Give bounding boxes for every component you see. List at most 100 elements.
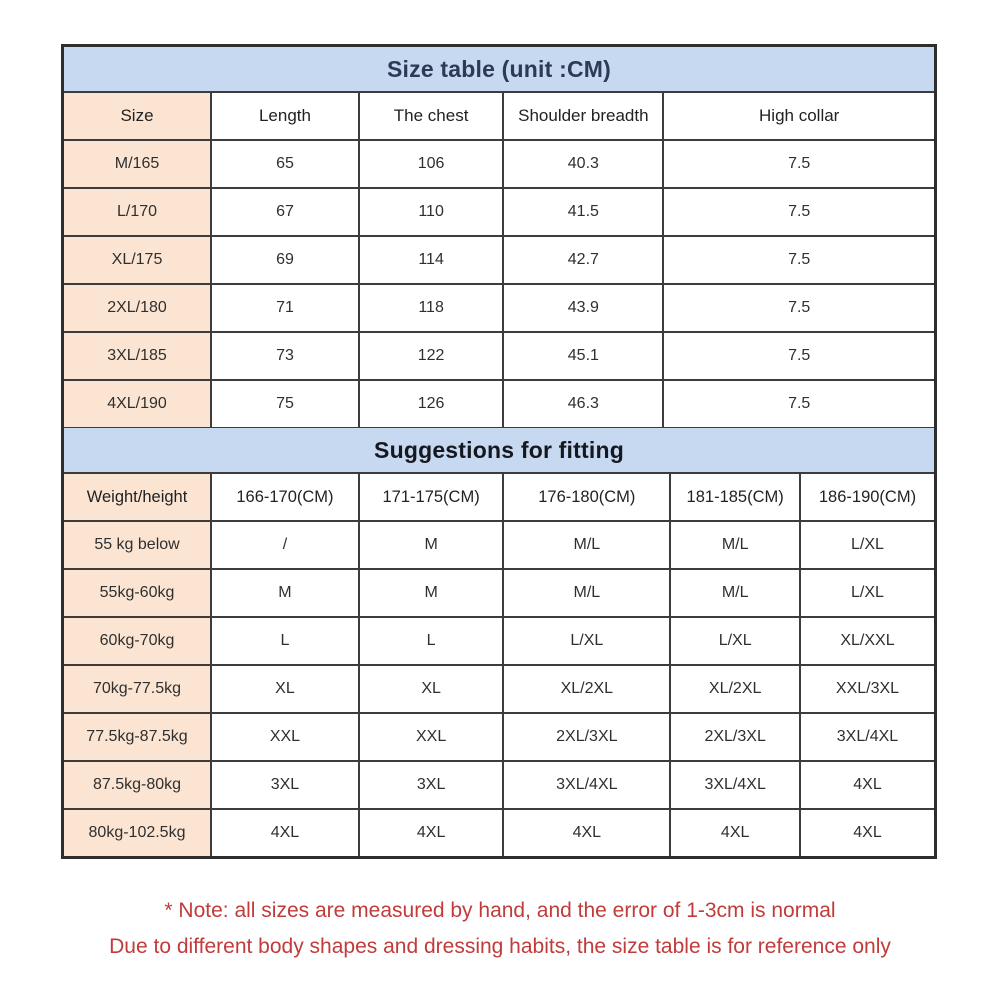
table-row: 70kg-77.5kg XL XL XL/2XL XL/2XL XXL/3XL	[64, 664, 934, 714]
value-cell: 7.5	[662, 379, 934, 427]
table-row: 55 kg below / M M/L M/L L/XL	[64, 520, 934, 570]
value-cell: 3XL	[210, 760, 360, 810]
value-cell: 43.9	[502, 283, 665, 333]
value-cell: 122	[357, 331, 505, 381]
value-cell: L/XL	[502, 616, 672, 666]
column-header-cell: Length	[210, 93, 360, 141]
value-cell: 71	[210, 283, 360, 333]
column-header-cell: 171-175(CM)	[357, 474, 505, 522]
table-row: 4XL/190 75 126 46.3 7.5	[64, 379, 934, 427]
value-cell: 7.5	[662, 187, 934, 237]
row-label-cell: 3XL/185	[64, 331, 213, 381]
value-cell: XL	[357, 664, 505, 714]
row-label-cell: L/170	[64, 187, 213, 237]
value-cell: 2XL/3XL	[669, 712, 801, 762]
value-cell: L/XL	[798, 520, 934, 570]
value-cell: M	[357, 520, 505, 570]
value-cell: XXL	[210, 712, 360, 762]
row-label-cell: XL/175	[64, 235, 213, 285]
value-cell: L/XL	[798, 568, 934, 618]
value-cell: 69	[210, 235, 360, 285]
column-header-cell: 181-185(CM)	[669, 474, 801, 522]
value-cell: 67	[210, 187, 360, 237]
corner-header-cell: Weight/height	[64, 474, 213, 522]
value-cell: L/XL	[669, 616, 801, 666]
row-label-cell: 80kg-102.5kg	[64, 808, 213, 856]
value-cell: /	[210, 520, 360, 570]
value-cell: 7.5	[662, 331, 934, 381]
value-cell: XL/2XL	[502, 664, 672, 714]
value-cell: 118	[357, 283, 505, 333]
value-cell: XXL	[357, 712, 505, 762]
value-cell: 7.5	[662, 235, 934, 285]
value-cell: L	[357, 616, 505, 666]
column-header-cell: The chest	[357, 93, 505, 141]
value-cell: 4XL	[210, 808, 360, 856]
table-row: 87.5kg-80kg 3XL 3XL 3XL/4XL 3XL/4XL 4XL	[64, 760, 934, 810]
value-cell: XL/XXL	[798, 616, 934, 666]
row-label-cell: 2XL/180	[64, 283, 213, 333]
table-row: 77.5kg-87.5kg XXL XXL 2XL/3XL 2XL/3XL 3XL/4XL	[64, 712, 934, 762]
size-table-header-row: Size Length The chest Shoulder breadth High …	[64, 93, 934, 141]
table-row: 80kg-102.5kg 4XL 4XL 4XL 4XL 4XL	[64, 808, 934, 856]
note-line-1: * Note: all sizes are measured by hand, …	[164, 899, 836, 922]
fitting-table: Weight/height 166-170(CM) 171-175(CM) 176-1…	[64, 474, 934, 856]
value-cell: 2XL/3XL	[502, 712, 672, 762]
size-chart: Size table (unit :CM) Size Length The ches…	[61, 44, 937, 859]
fitting-table-title: Suggestions for fitting	[64, 427, 934, 474]
column-header-cell: High collar	[662, 93, 934, 141]
value-cell: 75	[210, 379, 360, 427]
column-header-cell: 166-170(CM)	[210, 474, 360, 522]
column-header-cell: 176-180(CM)	[502, 474, 672, 522]
note-line-2: Due to different body shapes and dressin…	[109, 935, 891, 958]
value-cell: 4XL	[669, 808, 801, 856]
table-row: 60kg-70kg L L L/XL L/XL XL/XXL	[64, 616, 934, 666]
value-cell: 110	[357, 187, 505, 237]
value-cell: 46.3	[502, 379, 665, 427]
table-row: XL/175 69 114 42.7 7.5	[64, 235, 934, 285]
value-cell: XL/2XL	[669, 664, 801, 714]
table-row: M/165 65 106 40.3 7.5	[64, 139, 934, 189]
row-label-cell: 77.5kg-87.5kg	[64, 712, 213, 762]
value-cell: 41.5	[502, 187, 665, 237]
size-table-title: Size table (unit :CM)	[64, 47, 934, 93]
value-cell: 7.5	[662, 139, 934, 189]
value-cell: M/L	[669, 520, 801, 570]
value-cell: 45.1	[502, 331, 665, 381]
row-label-cell: 70kg-77.5kg	[64, 664, 213, 714]
value-cell: M	[357, 568, 505, 618]
value-cell: 3XL/4XL	[669, 760, 801, 810]
value-cell: 4XL	[798, 808, 934, 856]
row-label-cell: 4XL/190	[64, 379, 213, 427]
value-cell: 4XL	[357, 808, 505, 856]
table-row: 55kg-60kg M M M/L M/L L/XL	[64, 568, 934, 618]
corner-header-cell: Size	[64, 93, 213, 141]
column-header-cell: 186-190(CM)	[798, 474, 934, 522]
row-label-cell: M/165	[64, 139, 213, 189]
table-row: 2XL/180 71 118 43.9 7.5	[64, 283, 934, 333]
value-cell: 65	[210, 139, 360, 189]
table-row: 3XL/185 73 122 45.1 7.5	[64, 331, 934, 381]
value-cell: L	[210, 616, 360, 666]
value-cell: 42.7	[502, 235, 665, 285]
value-cell: M	[210, 568, 360, 618]
value-cell: 73	[210, 331, 360, 381]
value-cell: 3XL/4XL	[798, 712, 934, 762]
value-cell: 3XL/4XL	[502, 760, 672, 810]
fitting-table-header-row: Weight/height 166-170(CM) 171-175(CM) 176-1…	[64, 474, 934, 522]
size-table: Size Length The chest Shoulder breadth High …	[64, 93, 934, 427]
row-label-cell: 55kg-60kg	[64, 568, 213, 618]
value-cell: 126	[357, 379, 505, 427]
value-cell: XL	[210, 664, 360, 714]
value-cell: 114	[357, 235, 505, 285]
value-cell: M/L	[502, 520, 672, 570]
value-cell: 4XL	[798, 760, 934, 810]
value-cell: 4XL	[502, 808, 672, 856]
row-label-cell: 60kg-70kg	[64, 616, 213, 666]
row-label-cell: 87.5kg-80kg	[64, 760, 213, 810]
value-cell: 40.3	[502, 139, 665, 189]
value-cell: 106	[357, 139, 505, 189]
value-cell: M/L	[502, 568, 672, 618]
column-header-cell: Shoulder breadth	[502, 93, 665, 141]
